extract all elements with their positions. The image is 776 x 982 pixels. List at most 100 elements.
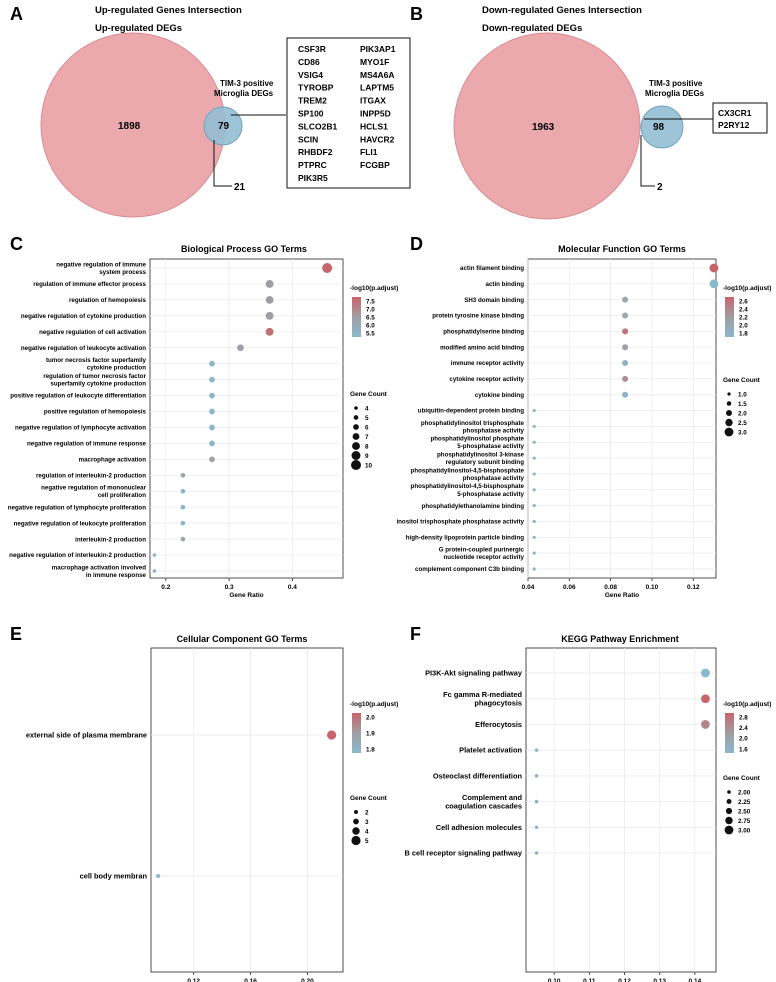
venn-b-subtitle: Down-regulated DEGs xyxy=(482,23,582,34)
category-label: negative regulation of leukocyte prolife… xyxy=(14,520,147,527)
category-label-line: phagocytosis xyxy=(474,699,522,708)
size-legend-dot xyxy=(726,401,732,406)
category-label: PI3K-Akt signaling pathway xyxy=(425,669,523,678)
color-legend-title: -log10(p.adjust) xyxy=(723,701,771,708)
x-axis-label: Gene Ratio xyxy=(605,592,639,599)
category-label-line: modified amino acid binding xyxy=(440,344,524,351)
data-point xyxy=(532,440,536,444)
category-label: macrophage activation involved in immune … xyxy=(52,564,147,579)
category-label: B cell receptor signaling pathway xyxy=(405,849,523,858)
category-label: cytokine binding xyxy=(475,392,524,399)
category-label-line: phosphatase activity xyxy=(463,427,525,434)
category-label-line: macrophage activation xyxy=(79,457,147,464)
color-legend-tick: 7.0 xyxy=(366,306,375,313)
data-point xyxy=(209,424,215,431)
data-point xyxy=(532,519,536,524)
gene-label: RHBDF2 xyxy=(298,147,333,157)
category-label: negative regulation of mononuclear cell p… xyxy=(41,485,146,500)
size-legend-title: Gene Count xyxy=(723,377,761,384)
data-point xyxy=(156,874,161,878)
data-point xyxy=(322,263,333,273)
data-point xyxy=(701,668,710,678)
size-legend-dot xyxy=(727,392,731,396)
venn-a-small-circle xyxy=(203,106,243,146)
color-legend-tick: 2.6 xyxy=(739,298,748,305)
category-label: negative regulation of interleukin-2 pro… xyxy=(9,552,146,559)
category-label: actin filament binding xyxy=(460,265,524,272)
data-point xyxy=(532,504,536,508)
category-label-line: inositol trisphosphate phosphatase activ… xyxy=(396,519,524,526)
color-legend-bar xyxy=(725,297,734,337)
x-tick-label: 0.13 xyxy=(653,978,666,982)
gene-label: MYO1F xyxy=(360,57,389,67)
category-label: Platelet activation xyxy=(459,746,522,755)
color-legend: -log10(p.adjust) 2.8 2.4 2.0 1.6 xyxy=(723,701,771,753)
gene-label: VSIG4 xyxy=(298,70,323,80)
color-legend-tick: 6.0 xyxy=(366,322,375,329)
size-legend-label: 6 xyxy=(365,424,369,431)
category-label-line: negative regulation of cytokine producti… xyxy=(21,313,146,320)
size-legend-dot xyxy=(727,790,731,794)
size-legend-label: 3.0 xyxy=(738,429,747,436)
color-legend-bar xyxy=(352,297,361,337)
color-legend: -log10(p.adjust) 7.57.06.56.05.5 xyxy=(350,285,398,337)
data-point xyxy=(532,424,536,429)
category-label-line: high-density lipoprotein particle bindin… xyxy=(406,534,524,541)
data-point xyxy=(209,408,215,415)
color-legend-tick: 1.8 xyxy=(739,330,748,337)
x-tick-label: 0.08 xyxy=(604,584,617,591)
size-legend-label: 4 xyxy=(365,405,369,412)
x-tick-label: 0.12 xyxy=(687,584,700,591)
category-label-line: nucleotide receptor activity xyxy=(444,554,525,561)
panel-letter-c: C xyxy=(10,234,23,254)
chart-title: Molecular Function GO Terms xyxy=(558,244,686,254)
category-label-line: regulation of tumor necrosis factor xyxy=(43,373,146,380)
category-label-line: external side of plasma membrane xyxy=(26,731,147,740)
x-tick-label: 0.04 xyxy=(522,584,535,591)
gene-label: SP100 xyxy=(298,109,324,119)
category-label-line: tumor necrosis factor superfamily xyxy=(46,357,147,364)
category-label: modified amino acid binding xyxy=(440,344,524,351)
size-legend-label: 10 xyxy=(365,462,373,469)
x-tick-label: 0.3 xyxy=(225,584,234,591)
gene-label: FLI1 xyxy=(360,147,378,157)
data-point xyxy=(209,440,215,447)
size-legend-dot xyxy=(354,810,358,814)
data-point xyxy=(532,567,536,571)
x-tick-label: 0.10 xyxy=(548,978,561,982)
x-tick-label: 0.4 xyxy=(288,584,297,591)
plot-frame xyxy=(150,647,344,973)
data-point xyxy=(534,774,539,778)
category-label: Cell adhesion molecules xyxy=(436,823,522,832)
size-legend: Gene Count 4 5 6 7 8 9 10 xyxy=(350,391,388,470)
size-legend: Gene Count 2.00 2.25 2.50 2.75 3.00 xyxy=(723,775,761,835)
size-legend: Gene Count 1.0 1.5 2.0 2.5 3.0 xyxy=(723,377,761,437)
color-legend-tick: 1.8 xyxy=(366,746,375,753)
size-legend-title: Gene Count xyxy=(350,795,388,802)
color-legend-tick: 2.8 xyxy=(739,714,748,721)
venn-b-small-label-2: Microglia DEGs xyxy=(645,89,705,98)
category-label-line: negative regulation of immune response xyxy=(27,441,147,448)
data-point xyxy=(532,488,536,492)
category-label: external side of plasma membrane xyxy=(26,731,147,740)
category-label-line: negative regulation of mononuclear xyxy=(41,485,146,492)
category-label: negative regulation of lymphocyte activa… xyxy=(15,425,146,432)
data-point xyxy=(532,408,536,413)
gene-label: HAVCR2 xyxy=(360,134,395,144)
gene-label: SLCO2B1 xyxy=(298,121,337,131)
size-legend-dot xyxy=(352,433,360,440)
color-legend-tick: 7.5 xyxy=(366,298,375,305)
plot-frame xyxy=(527,258,717,579)
category-label-line: PI3K-Akt signaling pathway xyxy=(425,669,523,678)
category-label: actin binding xyxy=(486,281,525,288)
data-point xyxy=(701,694,710,704)
category-label-line: cell body membran xyxy=(80,872,148,881)
size-legend-dot xyxy=(354,406,358,410)
color-legend-tick: 5.5 xyxy=(366,330,375,337)
category-label-line: phosphatidylethanolamine binding xyxy=(422,503,525,510)
data-point xyxy=(265,311,274,320)
category-label-line: B cell receptor signaling pathway xyxy=(405,849,523,858)
category-label-line: SH3 domain binding xyxy=(464,297,524,304)
category-label-line: coagulation cascades xyxy=(445,802,522,811)
color-legend-title: -log10(p.adjust) xyxy=(723,285,771,292)
